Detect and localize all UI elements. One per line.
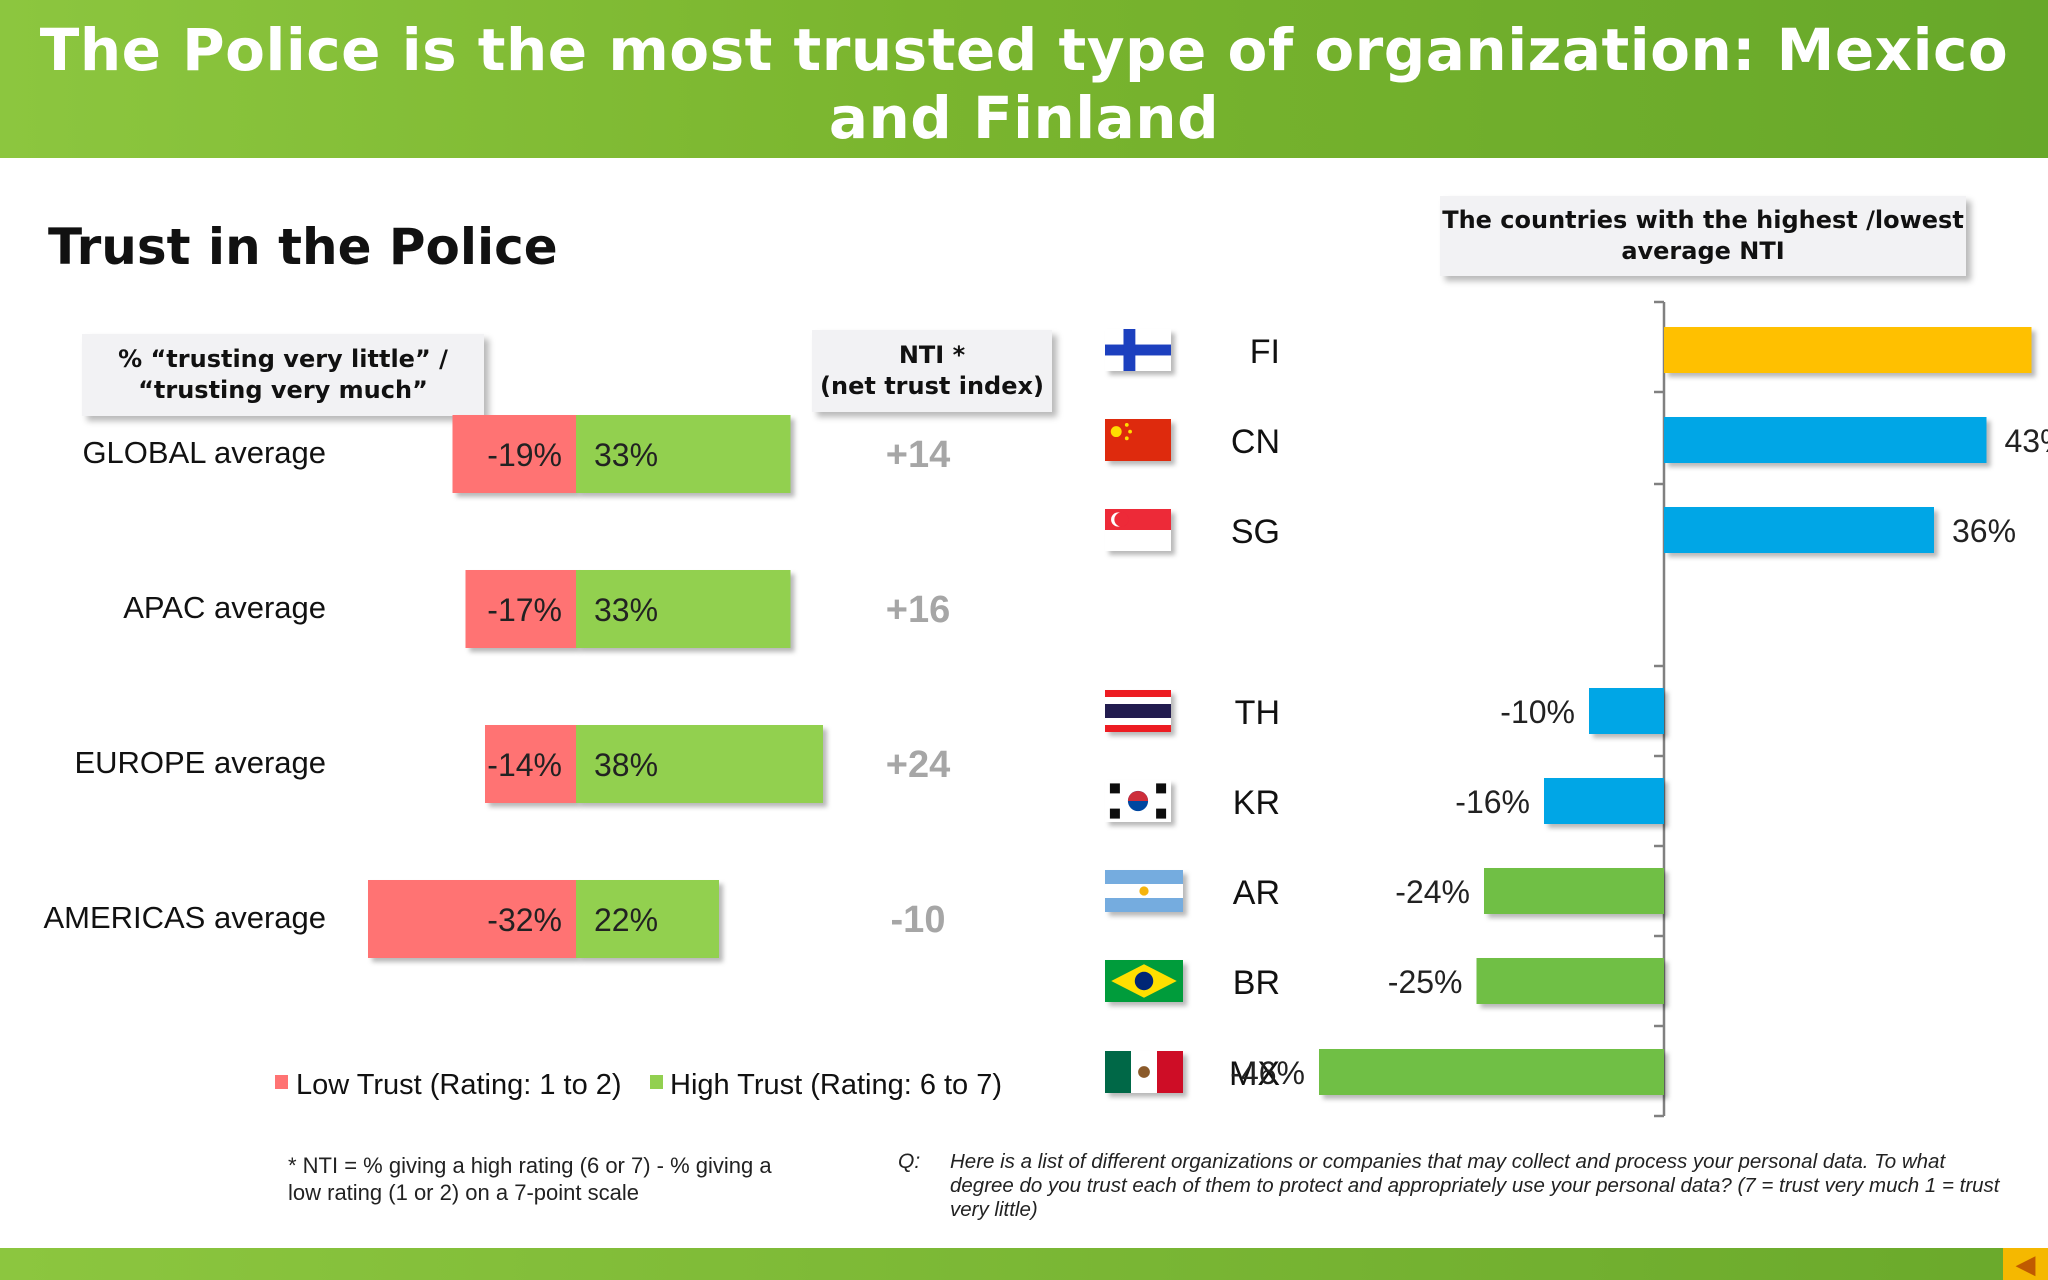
nti-bar: [1319, 1049, 1664, 1095]
legend-high-label: High Trust (Rating: 6 to 7): [670, 1069, 1002, 1101]
country-ranking-box: The countries with the highest /lowest a…: [1440, 196, 1966, 276]
country-code: FI: [1250, 333, 1280, 371]
finland-flag-icon: [1105, 329, 1171, 371]
singapore-flag-icon: [1105, 509, 1171, 551]
nti-bar: [1664, 327, 2032, 373]
country-code: CN: [1231, 423, 1280, 461]
low-trust-bar: [452, 415, 576, 493]
high-trust-bar: [576, 880, 719, 958]
nti-value: +16: [886, 589, 950, 631]
low-trust-bar: [465, 570, 576, 648]
nti-value: +24: [886, 744, 950, 786]
nti-bar-label: -25%: [1388, 964, 1463, 1000]
nti-bar: [1664, 507, 1934, 553]
country-code: BR: [1233, 964, 1280, 1002]
trust-measure-box: % “trusting very little” / “trusting ver…: [82, 334, 484, 416]
legend-high-swatch: [650, 1075, 663, 1089]
bottom-bar: [0, 1248, 2048, 1280]
low-trust-bar: [485, 725, 576, 803]
south-korea-flag-icon: [1105, 780, 1171, 822]
nti-footnote: * NTI = % giving a high rating (6 or 7) …: [288, 1153, 772, 1205]
region-label: APAC average: [123, 590, 326, 625]
nti-value: +14: [886, 434, 950, 476]
country-code: MX: [1229, 1055, 1280, 1093]
country-code: TH: [1235, 694, 1280, 732]
legend-low-label: Low Trust (Rating: 1 to 2): [296, 1069, 622, 1101]
low-trust-bar: [368, 880, 576, 958]
next-slide-button[interactable]: ◀: [2003, 1248, 2048, 1280]
nti-bar: [1476, 958, 1664, 1004]
low-trust-label: -17%: [487, 592, 562, 628]
country-code: SG: [1231, 513, 1280, 551]
question-label: Q:: [898, 1150, 921, 1173]
mexico-flag-icon: [1105, 1051, 1183, 1093]
nti-bar-label: -10%: [1500, 694, 1575, 730]
nti-bar-label: -16%: [1455, 784, 1530, 820]
nti-bar-label: 43%: [2005, 423, 2048, 459]
high-trust-label: 38%: [594, 747, 658, 783]
brazil-flag-icon: [1105, 960, 1183, 1002]
region-label: GLOBAL average: [82, 435, 326, 470]
nti-bar: [1544, 778, 1664, 824]
legend: Low Trust (Rating: 1 to 2) High Trust (R…: [275, 1069, 1002, 1101]
country-nti-chart: FI49%CN43%SG36%TH-10%KR-16%AR-24%BR-25%M…: [1105, 300, 2048, 1118]
page-title: The Police is the most trusted type of o…: [39, 16, 2009, 220]
high-trust-label: 22%: [594, 902, 658, 938]
nti-bar: [1664, 417, 1987, 463]
china-flag-icon: [1105, 419, 1171, 461]
low-trust-label: -32%: [487, 902, 562, 938]
section-title: Trust in the Police: [48, 218, 558, 276]
region-label: AMERICAS average: [43, 900, 326, 935]
high-trust-bar: [576, 570, 791, 648]
nti-bar: [1589, 688, 1664, 734]
country-code: KR: [1233, 784, 1280, 822]
argentina-flag-icon: [1105, 870, 1183, 912]
nti-bar: [1484, 868, 1664, 914]
high-trust-label: 33%: [594, 437, 658, 473]
nti-header-box: NTI * (net trust index): [812, 330, 1052, 412]
high-trust-bar: [576, 415, 791, 493]
regional-trust-chart: GLOBAL average -19% 33% +14 APAC average -17%…: [43, 415, 950, 958]
nti-value: -10: [891, 899, 946, 941]
legend-low-swatch: [275, 1075, 288, 1089]
high-trust-bar: [576, 725, 823, 803]
nti-bar-label: -46%: [1230, 1055, 1305, 1091]
question-text: Here is a list of different organization…: [950, 1150, 2000, 1221]
low-trust-label: -14%: [487, 747, 562, 783]
nti-bar-label: 36%: [1952, 513, 2016, 549]
thailand-flag-icon: [1105, 690, 1171, 732]
triangle-left-icon: ◀: [2015, 1248, 2036, 1279]
high-trust-label: 33%: [594, 592, 658, 628]
country-code: AR: [1233, 874, 1280, 912]
nti-bar-label: -24%: [1395, 874, 1470, 910]
low-trust-label: -19%: [487, 437, 562, 473]
region-label: EUROPE average: [74, 745, 326, 780]
header-banner: The Police is the most trusted type of o…: [0, 0, 2048, 220]
